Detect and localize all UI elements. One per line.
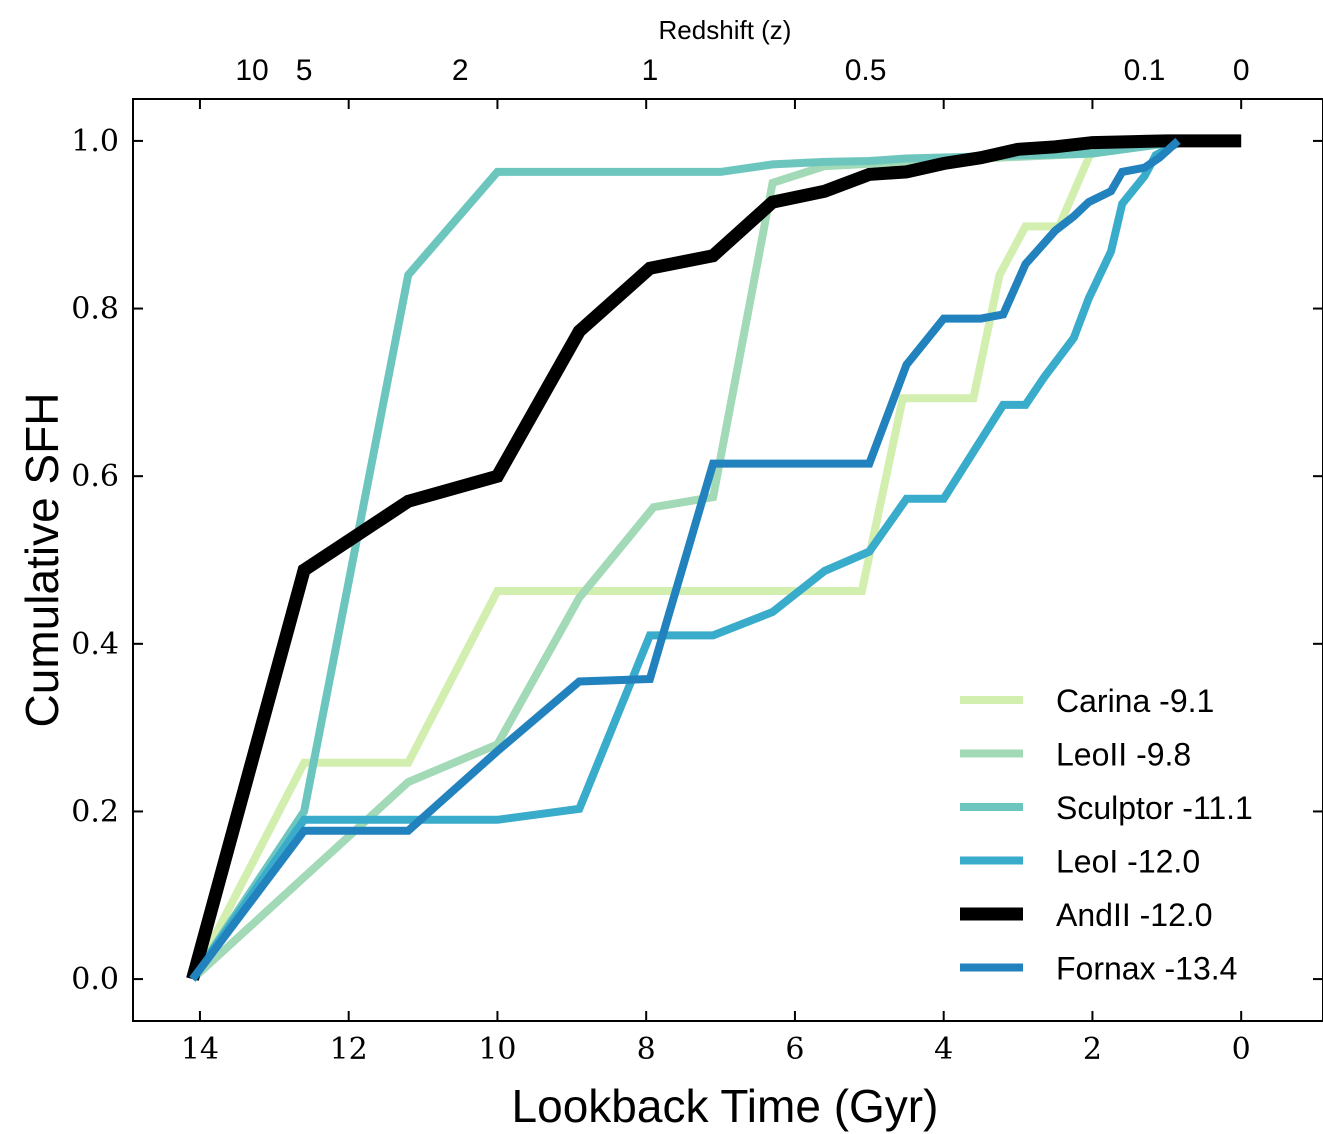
series-layer: [186, 134, 1242, 983]
top-tick-label: 5: [296, 54, 313, 87]
x-tick-label: 14: [181, 1032, 219, 1067]
top-tick-label: 0.5: [845, 54, 887, 87]
top-tick-label: 0: [1233, 54, 1250, 87]
x-axis-label: Lookback Time (Gyr): [512, 1080, 939, 1132]
x-tick-label: 0: [1232, 1032, 1251, 1067]
x-tick-label: 4: [934, 1032, 953, 1067]
series-line-5: [189, 137, 1181, 982]
y-tick-label: 0.8: [71, 292, 119, 327]
top-axis-label: Redshift (z): [659, 15, 792, 45]
y-tick-label: 0.4: [71, 627, 119, 662]
top-tick-label: 2: [452, 54, 469, 87]
x-tick-label: 8: [637, 1032, 656, 1067]
y-axis-label: Cumulative SFH: [16, 393, 68, 728]
legend: Carina -9.1 LeoII -9.8 Sculptor -11.1 LeoI …: [960, 683, 1253, 987]
y-tick-label: 1.0: [71, 124, 119, 159]
y-tick-label: 0.6: [71, 459, 119, 494]
x-tick-label: 6: [785, 1032, 804, 1067]
x-tick-label: 2: [1083, 1032, 1102, 1067]
y-tick-label: 0.2: [71, 794, 119, 829]
top-tick-label: 10: [235, 54, 268, 87]
legend-label: AndII -12.0: [1056, 897, 1213, 933]
legend-label: LeoI -12.0: [1056, 844, 1200, 880]
top-tick-label: 1: [642, 54, 659, 87]
x-tick-label: 12: [330, 1032, 368, 1067]
legend-label: Fornax -13.4: [1056, 951, 1237, 987]
series-line-0: [188, 136, 1186, 981]
top-tick-label: 0.1: [1124, 54, 1166, 87]
x-tick-label: 10: [478, 1032, 516, 1067]
legend-label: Carina -9.1: [1056, 683, 1214, 719]
y-tick-label: 0.0: [71, 962, 119, 997]
ticks-layer: 14 12 10 8 6 4 2 0 0.0 0.2 0.4 0.6 0.8 1.0 10 5 2 1 0.5 0.1…: [71, 54, 1323, 1067]
series-line-4: [186, 134, 1242, 981]
legend-label: Sculptor -11.1: [1056, 790, 1253, 826]
series-line-3: [189, 137, 1184, 982]
plot-frame: [132, 98, 1323, 1022]
legend-label: LeoII -9.8: [1056, 737, 1191, 773]
